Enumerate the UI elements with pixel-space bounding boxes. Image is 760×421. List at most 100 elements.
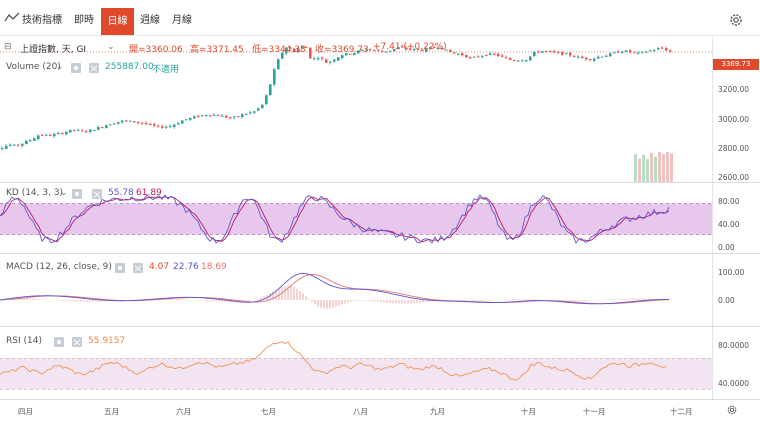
candle-body <box>213 114 216 116</box>
candle-body <box>369 49 372 51</box>
panel-divider[interactable] <box>0 326 760 327</box>
candle-body <box>17 144 20 146</box>
indicators-icon[interactable] <box>4 12 20 24</box>
candle-body <box>9 144 12 146</box>
candle-body <box>157 125 160 127</box>
candle-body <box>457 53 460 55</box>
candle-body <box>621 51 624 53</box>
candle-body <box>465 54 468 58</box>
candle-body <box>313 58 316 60</box>
candle-body <box>185 119 188 121</box>
candle-body <box>461 53 464 56</box>
candle-body <box>257 108 260 111</box>
candle-body <box>625 50 628 52</box>
candle-body <box>129 120 132 122</box>
time-axis[interactable]: 四月 五月 六月 七月 八月 九月 十月 十一月 十二月 <box>0 399 760 421</box>
candle-body <box>565 53 568 55</box>
price-panel[interactable] <box>0 37 712 182</box>
candle-body <box>161 126 164 128</box>
candle-body <box>469 57 472 59</box>
tab-daily[interactable]: 日線 <box>101 8 134 35</box>
volume-close-icon[interactable] <box>89 63 99 73</box>
candle-body <box>305 47 308 49</box>
candle-body <box>309 47 312 59</box>
volume-dropdown-icon[interactable]: ⌄ <box>56 62 64 72</box>
symbol-dropdown-icon[interactable]: ⌄ <box>107 42 115 52</box>
rsi-axis[interactable] <box>712 327 760 399</box>
candle-body <box>101 127 104 129</box>
candle-body <box>61 132 64 134</box>
candle-body <box>357 50 360 54</box>
candle-body <box>413 48 416 51</box>
candle-body <box>93 129 96 131</box>
candle-body <box>505 57 508 59</box>
price-chart[interactable] <box>0 37 712 182</box>
rsi-line <box>0 341 667 381</box>
panel-divider[interactable] <box>0 182 760 183</box>
gear-icon[interactable] <box>728 12 744 28</box>
macd-axis[interactable] <box>712 254 760 326</box>
candle-body <box>125 120 128 122</box>
kd-close-icon[interactable] <box>92 189 102 199</box>
macd-chart[interactable] <box>0 254 712 326</box>
kd-axis[interactable] <box>712 183 760 253</box>
volume-bar <box>662 154 665 182</box>
kd-d-line <box>0 196 670 243</box>
candle-body <box>485 55 488 57</box>
rsi-settings-icon[interactable] <box>54 337 64 347</box>
macd-settings-icon[interactable] <box>115 263 125 273</box>
rsi-label: RSI (14) <box>6 336 42 346</box>
indicators-button[interactable]: 技術指標 <box>22 15 62 26</box>
kd-dropdown-icon[interactable]: ⌄ <box>60 188 68 198</box>
tab-monthly[interactable]: 月線 <box>172 15 192 26</box>
candle-body <box>201 115 204 117</box>
rsi-chart[interactable] <box>0 327 712 399</box>
kd-tick: 0.00 <box>718 243 735 252</box>
candle-body <box>149 124 152 126</box>
candle-body <box>249 112 252 114</box>
candle-body <box>409 48 412 50</box>
candle-body <box>521 60 524 62</box>
candle-body <box>553 51 556 53</box>
kd-k-line <box>0 194 670 244</box>
rsi-close-icon[interactable] <box>72 337 82 347</box>
volume-bar <box>658 152 661 182</box>
candle-body <box>245 113 248 115</box>
candle-body <box>401 46 404 48</box>
candle-body <box>225 115 228 118</box>
candle-body <box>329 61 332 63</box>
candle-body <box>353 52 356 55</box>
candle-body <box>489 53 492 55</box>
candle-body <box>569 52 572 56</box>
candle-body <box>77 129 80 131</box>
kd-settings-icon[interactable] <box>72 189 82 199</box>
macd-hist-value: 4.07 <box>149 262 170 272</box>
candle-body <box>445 49 448 51</box>
candle-body <box>641 51 644 53</box>
candle-body <box>121 120 124 123</box>
price-tick: 3000.00 <box>718 115 750 124</box>
kd-chart[interactable] <box>0 183 712 253</box>
macd-close-icon[interactable] <box>133 263 143 273</box>
candle-body <box>637 52 640 54</box>
volume-bar <box>670 153 673 182</box>
volume-bar <box>646 159 649 182</box>
candle-body <box>65 131 68 135</box>
tab-weekly[interactable]: 週線 <box>140 15 160 26</box>
candle-body <box>561 51 564 55</box>
candle-body <box>385 51 388 53</box>
month-label: 八月 <box>353 407 368 416</box>
candle-body <box>73 129 76 131</box>
collapse-icon[interactable]: ⊟ <box>4 42 12 52</box>
last-price-tag: 3369.73 <box>713 59 759 70</box>
panel-divider[interactable] <box>0 253 760 254</box>
macd-signal-line <box>0 273 670 305</box>
tab-intraday[interactable]: 即時 <box>74 15 94 26</box>
candle-body <box>541 51 544 53</box>
volume-settings-icon[interactable] <box>71 63 81 73</box>
gear-icon[interactable] <box>726 404 738 416</box>
candle-body <box>57 133 60 135</box>
candle-body <box>601 56 604 58</box>
candle-body <box>169 126 172 128</box>
candle-body <box>189 117 192 120</box>
